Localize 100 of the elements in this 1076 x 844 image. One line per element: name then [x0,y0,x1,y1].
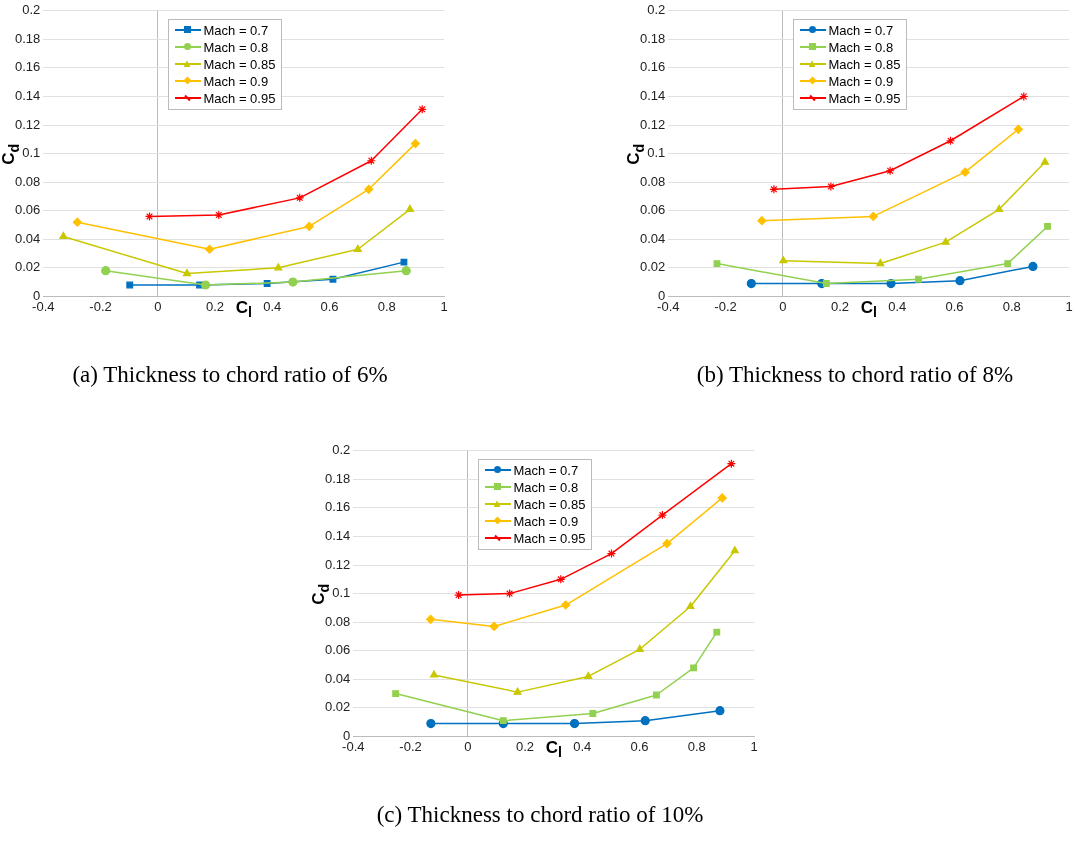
point [730,546,739,554]
point [584,671,593,680]
point [885,166,895,176]
x-tick-label: 1 [440,298,448,314]
y-tick-label: 0.16 [639,59,666,75]
x-tick-label: 0.2 [830,298,850,314]
point [417,104,427,114]
y-tick-label: 0.02 [14,259,41,275]
point [640,716,650,726]
legend-label: Mach = 0.9 [513,512,579,530]
point [769,184,779,194]
y-tick-label: 0.14 [639,88,666,104]
x-tick-label: 0 [154,298,162,314]
y-tick-label: 0.12 [14,116,41,132]
x-axis-title: C$_{l}$ [545,738,562,761]
point [826,181,836,192]
point [204,244,215,254]
y-tick-label: 0.16 [14,59,41,75]
point [489,621,499,632]
point [1013,124,1023,134]
point [400,258,408,266]
point [662,539,672,549]
y-tick-label: 0.02 [639,259,666,275]
point [945,136,956,146]
point [995,204,1004,212]
y-tick-label: 0.18 [639,30,666,46]
point [295,193,305,203]
x-tick-label: -0.2 [399,738,422,754]
point [454,590,464,600]
point [955,276,965,286]
point [556,574,566,584]
x-tick-label: 0 [779,298,787,314]
x-tick-label: 0.4 [888,298,907,314]
legend-label: Mach = 0.85 [513,495,586,513]
point [941,237,950,245]
point [426,718,436,729]
y-tick-label: 0.1 [332,585,351,601]
point [652,691,660,699]
y-tick-label: 0.04 [324,670,351,686]
point [425,614,436,624]
point [274,263,283,271]
point [1004,260,1012,267]
point [410,139,420,149]
legend-label: Mach = 0.85 [203,55,276,73]
point [366,156,376,166]
point [364,184,374,194]
legend-label: Mach = 0.95 [203,89,276,107]
y-tick-label: 0.18 [14,30,41,46]
point [868,211,878,222]
x-tick-label: 1 [750,738,758,754]
point [182,268,192,277]
x-tick-label: -0.2 [714,298,737,314]
point [429,670,439,678]
y-tick-label: 0.08 [639,173,666,189]
legend-label: Mach = 0.8 [513,478,579,496]
point [915,275,922,283]
point [746,278,756,289]
point [72,217,82,227]
legend-label: Mach = 0.95 [513,529,586,547]
y-tick-label: 0 [343,727,351,743]
y-tick-label: 0.12 [324,556,351,572]
point [561,600,571,610]
x-tick-label: 0.6 [320,298,339,314]
point [822,280,830,287]
legend-label: Mach = 0.95 [828,89,901,107]
point [405,204,415,212]
point [401,266,411,276]
y-tick-label: 0.12 [639,116,666,132]
x-tick-label: 0.4 [573,738,592,754]
y-tick-label: 0.2 [22,2,41,18]
x-tick-label: 0 [464,738,472,754]
x-tick-label: 0.6 [945,298,964,314]
point [126,281,134,289]
y-tick-label: 0.02 [324,699,351,715]
y-tick-label: 0.06 [639,202,666,218]
point [713,260,721,267]
legend-label: Mach = 0.9 [203,72,269,90]
point [779,256,788,264]
point [690,664,698,672]
point [726,459,736,469]
point [1044,223,1051,230]
legend-label: Mach = 0.8 [203,38,269,56]
text: (b) Thickness to chord ratio of 8% [695,362,1015,388]
point [392,690,400,697]
legend-label: Mach = 0.8 [828,38,894,56]
y-tick-label: 0.18 [324,470,351,486]
x-tick-label: 0.2 [205,298,225,314]
y-tick-label: 0.06 [324,642,351,658]
point [101,266,111,276]
y-tick-label: 0.06 [14,202,41,218]
point [715,706,725,716]
x-tick-label: 0.4 [263,298,282,314]
legend-label: Mach = 0.7 [203,21,269,39]
point [657,510,668,520]
y-tick-label: 0.14 [324,528,351,544]
point [1028,261,1038,272]
point [1019,91,1029,102]
point [589,710,597,717]
legend-label: Mach = 0.7 [513,461,579,479]
point [569,718,580,729]
